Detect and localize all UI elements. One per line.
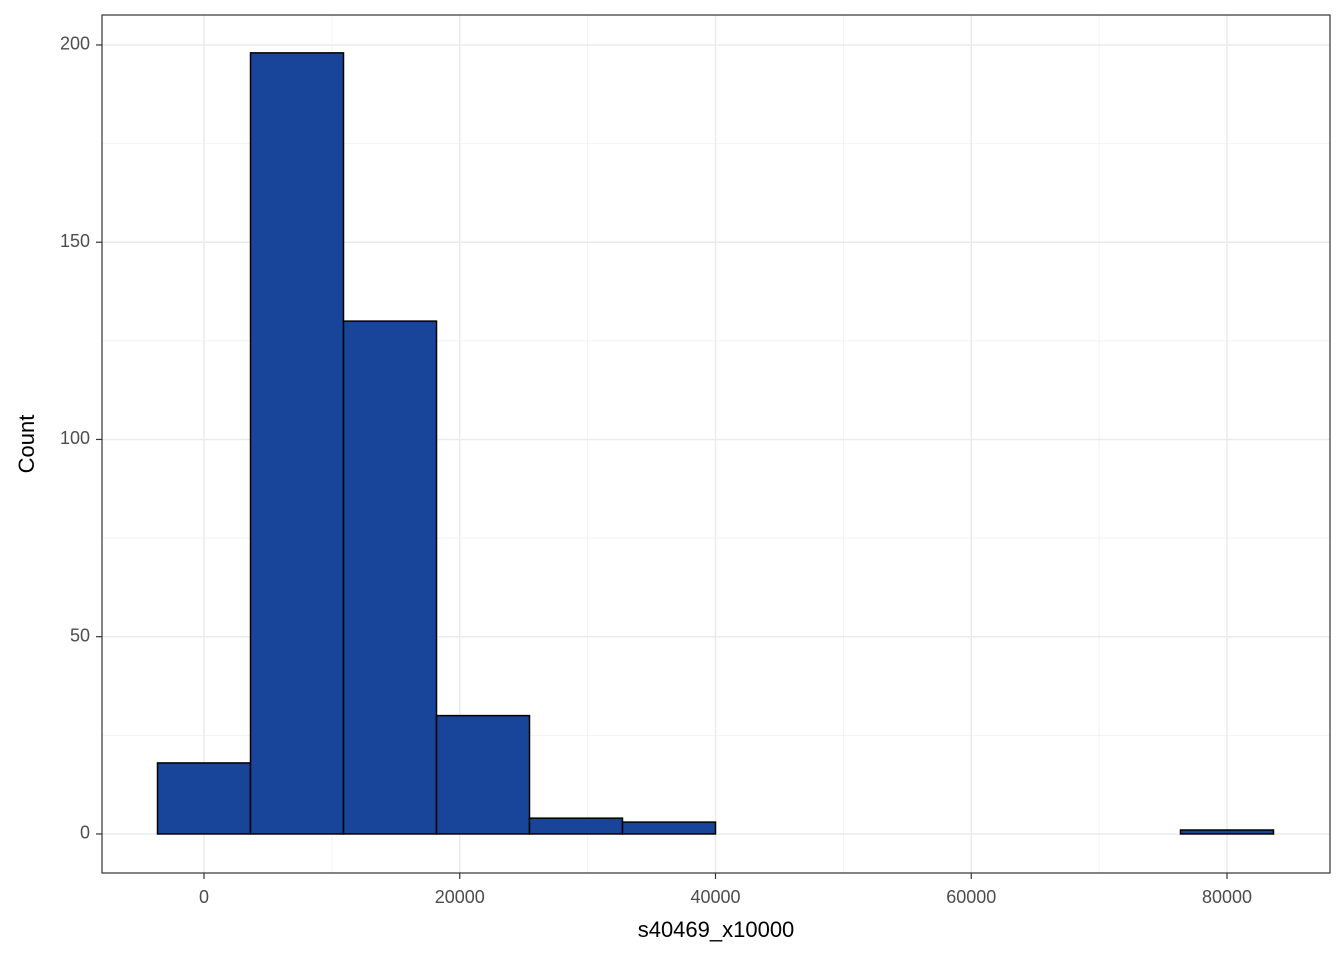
- y-tick-label: 0: [80, 823, 90, 843]
- bar: [528, 817, 624, 835]
- bar: [342, 320, 438, 835]
- x-axis-title: s40469_x10000: [638, 917, 795, 942]
- bar: [156, 762, 252, 835]
- y-tick-label: 200: [60, 34, 90, 54]
- x-tick-label: 80000: [1202, 887, 1252, 907]
- y-axis-title: Count: [14, 415, 39, 474]
- y-tick-label: 50: [70, 625, 90, 645]
- bar: [435, 714, 531, 835]
- y-tick-label: 100: [60, 428, 90, 448]
- panel-border: [101, 14, 1331, 874]
- x-tick-label: 0: [199, 887, 209, 907]
- bar: [1179, 829, 1275, 835]
- y-tick-label: 150: [60, 231, 90, 251]
- x-tick-label: 20000: [435, 887, 485, 907]
- bar: [249, 52, 345, 835]
- x-tick-label: 40000: [690, 887, 740, 907]
- bar: [621, 821, 717, 835]
- x-tick-label: 60000: [946, 887, 996, 907]
